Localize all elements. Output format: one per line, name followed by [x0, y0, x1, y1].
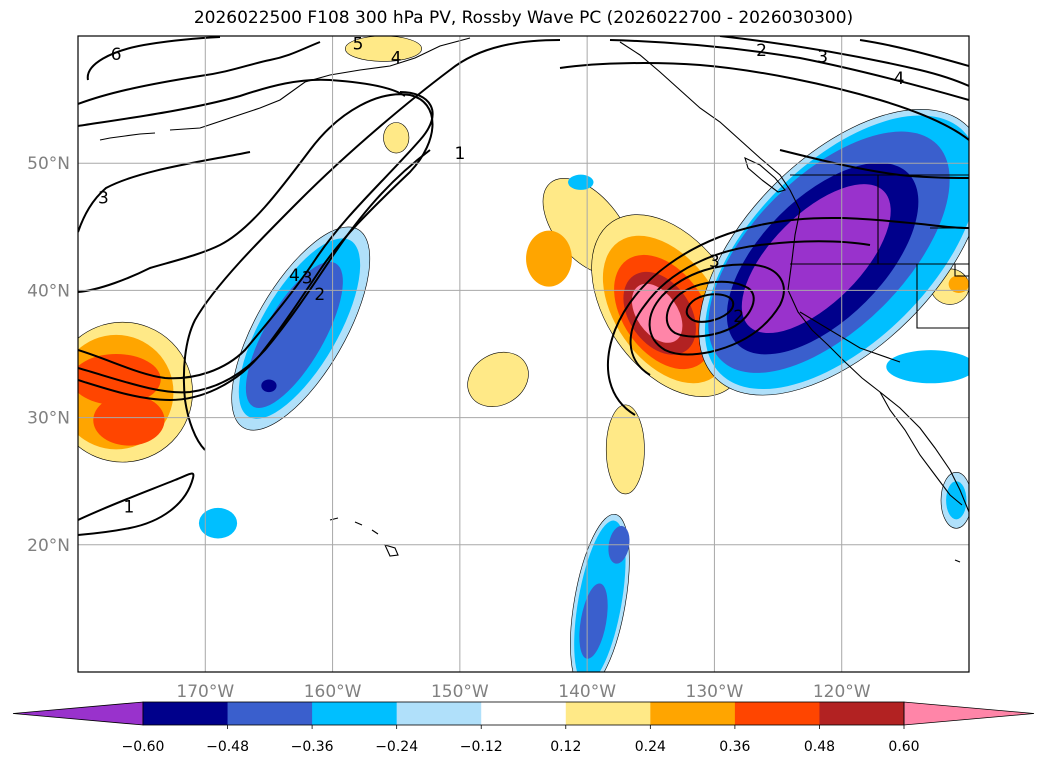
- colorbar-swatch: [312, 702, 398, 725]
- pv-trough-4: [665, 280, 755, 338]
- contour-label: 1: [124, 498, 135, 518]
- colorbar-swatch: [227, 702, 313, 725]
- lon-tick-label: 120°W: [813, 682, 871, 702]
- mexico-small-coast: [954, 559, 961, 563]
- vancouver-island: [744, 156, 786, 193]
- us-state-border-3: [916, 264, 969, 329]
- colorbar-tick-label: 0.48: [804, 739, 835, 755]
- pv-shading-n5-25: [741, 184, 891, 334]
- us-west-coast: [787, 209, 969, 513]
- contour-label: 3: [98, 189, 109, 209]
- contour-label: 4: [391, 49, 402, 69]
- pv-shading-p1-3: [345, 36, 422, 62]
- alaska-coastline: [169, 37, 471, 131]
- pv-contour-3-loop: [78, 91, 434, 380]
- colorbar-swatch: [819, 702, 905, 725]
- contour-label: 3: [817, 47, 828, 67]
- pv-shading-n3-19: [245, 261, 343, 409]
- pv-contour-5: [78, 41, 321, 105]
- colorbar-tick-label: −0.12: [460, 739, 503, 755]
- pv-shading-n2-31: [886, 350, 969, 384]
- latitude-tick-labels: 20°N 30°N 40°N 50°N: [27, 154, 70, 556]
- pv-contour-4-loop: [78, 149, 431, 394]
- pv-shading-p1-5: [605, 404, 645, 495]
- lon-tick-label: 170°W: [176, 682, 234, 702]
- pv-trough-2: [629, 240, 871, 376]
- contour-label: 4: [894, 69, 905, 89]
- colorbar-tick-label: 0.12: [550, 739, 581, 755]
- pv-contour-east-5: [779, 149, 969, 179]
- lon-tick-label: 140°W: [558, 682, 616, 702]
- pv-shading-n2-34: [568, 174, 594, 190]
- contour-label: 3: [709, 252, 720, 272]
- pv-contour-6: [86, 36, 221, 81]
- colorbar-swatch: [396, 702, 482, 725]
- map-title: 2026022500 F108 300 hPa PV, Rossby Wave …: [193, 8, 854, 28]
- longitude-tick-labels: 170°W 160°W 150°W 140°W 130°W 120°W: [176, 682, 870, 702]
- pv-shading-n2-30: [198, 507, 238, 539]
- colorbar: −0.60 −0.48 −0.36 −0.24 −0.12 0.12 0.24 0.36 0.4…: [12, 701, 1035, 755]
- pv-shading-p1-4: [383, 122, 410, 154]
- pv-contour-layer: [78, 36, 969, 536]
- contour-label: 4: [289, 266, 300, 286]
- lat-tick-label: 20°N: [27, 536, 70, 556]
- pv-shading-p2-16: [948, 275, 969, 293]
- lon-tick-label: 160°W: [304, 682, 362, 702]
- contour-label: 2: [314, 285, 325, 305]
- us-state-border-6: [954, 264, 969, 277]
- colorbar-tick-label: −0.24: [375, 739, 418, 755]
- colorbar-tick-label: 0.36: [719, 739, 750, 755]
- colorbar-frame: [142, 701, 905, 726]
- colorbar-swatch: [565, 702, 651, 725]
- colorbar-tick-label: 0.60: [888, 739, 919, 755]
- colorbar-tick-label: −0.48: [206, 739, 249, 755]
- pv-contour-east-4: [859, 39, 969, 67]
- lon-tick-label: 150°W: [431, 682, 489, 702]
- map-gridlines: [78, 36, 969, 672]
- pv-shading-p2-2: [526, 230, 572, 287]
- contour-label: 2: [756, 41, 767, 61]
- pv-shading-n4-20: [261, 379, 277, 393]
- pv-shading-n3-28: [579, 583, 608, 659]
- pv-shading-p3-14: [93, 394, 165, 446]
- colorbar-swatch: [481, 702, 567, 725]
- map-frame: [77, 35, 970, 673]
- pv-contour-east-1: [559, 62, 969, 141]
- aleutian-islands: [99, 132, 156, 141]
- pv-contour-3-west: [78, 151, 251, 233]
- lat-tick-label: 30°N: [27, 409, 70, 429]
- colorbar-extend-high: [903, 701, 1035, 726]
- colorbar-extend-low: [12, 701, 144, 726]
- pv-trough-3: [648, 263, 785, 356]
- lat-tick-label: 50°N: [27, 154, 70, 174]
- pv-contour-4-north: [78, 78, 406, 127]
- pv-trough-5: [685, 293, 735, 323]
- pv-contour-east-2: [609, 39, 969, 101]
- pv-shading-p1-0: [467, 351, 529, 407]
- pv-contour-east-3: [719, 36, 969, 87]
- contour-label: 3: [302, 269, 313, 289]
- colorbar-swatch: [143, 702, 229, 725]
- lat-tick-label: 40°N: [27, 281, 70, 301]
- alaska-panhandle-coast: [619, 41, 801, 211]
- pv-trough-outer: [607, 216, 969, 416]
- colorbar-tick-label: −0.60: [122, 739, 165, 755]
- lon-tick-label: 130°W: [686, 682, 744, 702]
- contour-label: 1: [454, 144, 465, 164]
- us-state-border-4: [799, 311, 901, 363]
- pv-contour-southwest: [78, 472, 195, 536]
- colorbar-swatch: [650, 702, 736, 725]
- colorbar-swatch: [734, 702, 820, 725]
- contour-label: 6: [111, 45, 122, 65]
- colorbar-tick-label: −0.36: [291, 739, 334, 755]
- colorbar-tick-label: 0.24: [635, 739, 666, 755]
- coastline-layer: [99, 37, 969, 563]
- hawaii-islands: [329, 517, 399, 557]
- baja-california-coast: [879, 391, 963, 506]
- contour-label: 2: [733, 307, 744, 327]
- contour-label: 5: [353, 35, 364, 55]
- pv-contour-2-loop: [78, 93, 434, 402]
